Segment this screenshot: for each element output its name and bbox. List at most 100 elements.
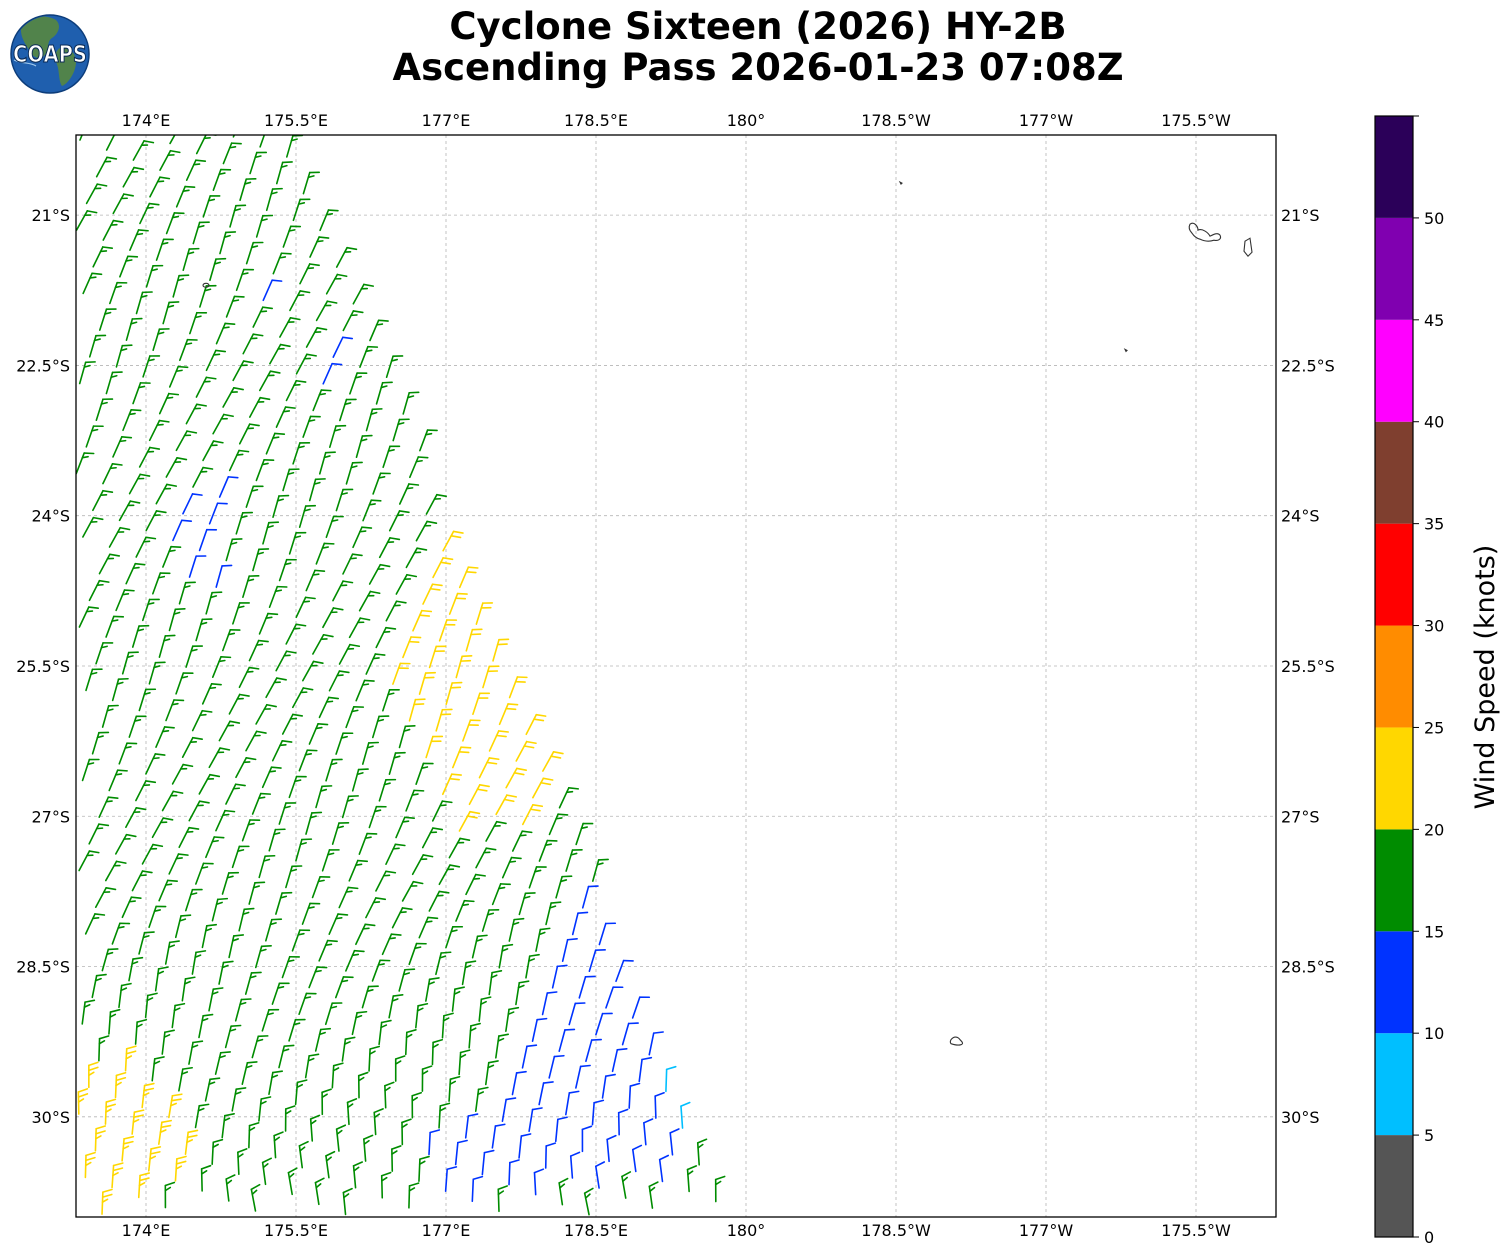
- wind-barb: [471, 934, 488, 959]
- wind-barb: [104, 1098, 117, 1125]
- wind-barb: [508, 917, 525, 942]
- wind-barb: [583, 1187, 594, 1216]
- wind-barb: [152, 572, 171, 595]
- wind-barb: [81, 758, 100, 782]
- wind-barb: [525, 713, 547, 736]
- wind-barb: [571, 911, 589, 936]
- wind-barb: [255, 214, 274, 238]
- wind-barb: [411, 854, 434, 876]
- wind-barb: [601, 1073, 616, 1099]
- wind-barb: [461, 960, 477, 986]
- colorbar-tick-label: 50: [1424, 209, 1444, 228]
- wind-barb: [178, 826, 200, 849]
- wind-barb: [522, 804, 544, 826]
- wind-barb: [548, 813, 569, 836]
- colorbar-bin: [1375, 625, 1413, 728]
- wind-barb: [221, 1112, 235, 1139]
- wind-barb: [315, 300, 338, 322]
- wind-barb: [112, 436, 133, 458]
- wind-barb: [248, 881, 266, 905]
- wind-barb: [282, 225, 302, 248]
- wind-barb: [119, 255, 139, 278]
- wind-barb: [492, 638, 510, 662]
- wind-barb: [322, 607, 344, 629]
- wind-barb: [188, 1040, 204, 1065]
- wind-barb: [448, 592, 468, 615]
- wind-barb: [528, 866, 547, 889]
- colorbar-bin: [1375, 319, 1413, 422]
- wind-barb: [615, 959, 634, 983]
- wind-barb: [171, 763, 194, 785]
- latitude-tick-label: 24°S: [31, 507, 70, 526]
- wind-barb: [152, 328, 170, 352]
- wind-barb: [375, 381, 393, 405]
- wind-barb: [131, 624, 150, 648]
- longitude-tick-label: 178.5°E: [564, 111, 628, 130]
- wind-barb: [178, 581, 196, 605]
- latitude-tick-label: 28.5°S: [1281, 958, 1335, 977]
- wind-barb: [200, 1164, 212, 1192]
- wind-barb: [158, 1119, 172, 1145]
- wind-barb: [398, 483, 420, 505]
- wind-barb: [84, 913, 106, 935]
- wind-barb: [501, 856, 522, 879]
- wind-barb: [458, 566, 479, 589]
- wind-barb: [401, 880, 424, 902]
- wind-barb: [229, 204, 247, 228]
- wind-barb: [271, 740, 293, 762]
- wind-barb: [272, 252, 292, 275]
- wind-barb: [211, 655, 232, 679]
- wind-barb: [219, 231, 237, 255]
- wind-barb: [318, 696, 340, 719]
- wind-barb: [174, 914, 192, 939]
- wind-barb: [472, 692, 491, 716]
- wind-barb: [505, 1006, 520, 1032]
- wind-barb: [561, 938, 578, 962]
- wind-barb: [545, 901, 562, 926]
- wind-barb: [129, 229, 149, 251]
- wind-barb: [680, 1101, 691, 1129]
- wind-barb: [214, 1051, 231, 1075]
- wind-barb: [468, 1022, 481, 1049]
- wind-barb: [77, 1088, 89, 1115]
- wind-barb: [212, 413, 234, 435]
- wind-barb: [148, 905, 167, 929]
- wind-barb: [318, 939, 338, 962]
- wind-barb: [215, 564, 233, 588]
- colorbar-bin: [1375, 1135, 1413, 1237]
- wind-barb: [474, 1086, 489, 1112]
- wind-barb: [185, 645, 204, 668]
- wind-barb: [304, 1053, 320, 1079]
- wind-barb: [101, 948, 119, 972]
- wind-barb: [533, 1168, 545, 1196]
- wind-barb: [391, 907, 413, 929]
- latitude-tick-label: 28.5°S: [16, 958, 70, 977]
- wind-barb: [314, 1027, 332, 1052]
- wind-barb: [265, 918, 283, 942]
- wind-barb: [88, 823, 110, 845]
- wind-barb: [345, 949, 365, 972]
- wind-barb: [321, 1088, 332, 1116]
- wind-barb: [221, 871, 240, 895]
- wind-barb: [185, 159, 207, 181]
- wind-barb: [348, 859, 369, 882]
- wind-barb: [488, 730, 509, 752]
- wind-barb: [465, 628, 483, 652]
- wind-barb: [242, 575, 260, 598]
- wind-barb: [78, 850, 100, 872]
- colorbar-tick-label: 30: [1424, 617, 1444, 636]
- wind-barb: [191, 709, 213, 732]
- wind-barbs-layer: [76, 135, 726, 1216]
- wind-barb: [181, 736, 203, 759]
- wind-barb: [422, 583, 443, 605]
- wind-barb: [542, 750, 564, 772]
- wind-barb: [111, 922, 131, 945]
- wind-barb: [425, 977, 440, 1002]
- wind-barb: [91, 973, 107, 999]
- wind-barb: [312, 633, 334, 655]
- wind-barb: [328, 424, 347, 448]
- wind-barb: [155, 483, 178, 505]
- wind-barb: [334, 976, 354, 999]
- wind-barb: [418, 916, 439, 939]
